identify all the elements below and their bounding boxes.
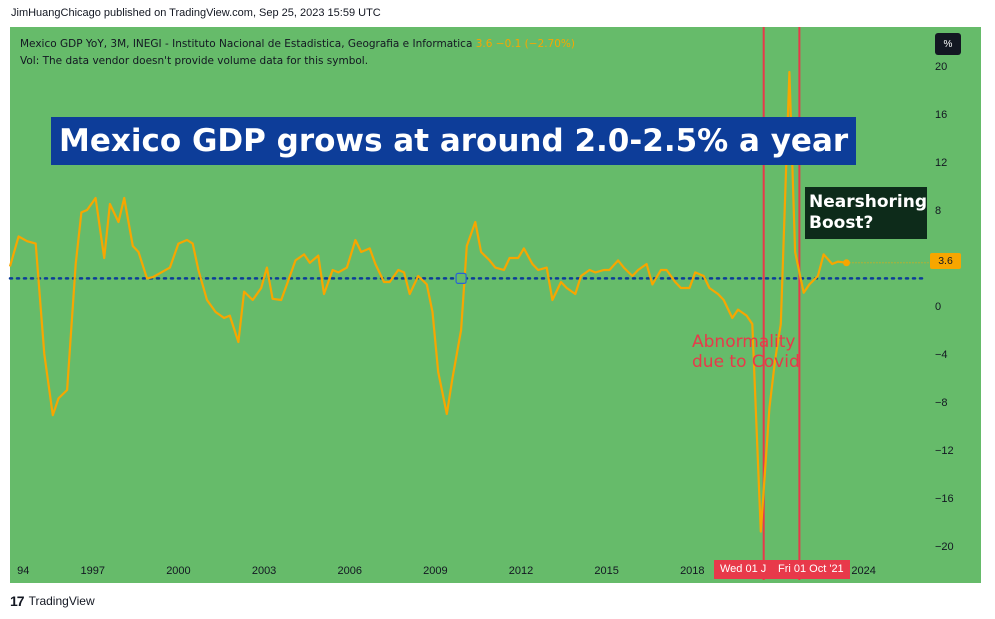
x-tick-label: 2015 [594, 565, 618, 577]
reference-handle [455, 272, 467, 284]
footer: 17 TradingView [10, 593, 95, 609]
x-tick-label: 94 [17, 565, 29, 577]
x-tick-label: 2006 [337, 565, 361, 577]
date-badge-left: Wed 01 J [714, 560, 773, 579]
percent-scale-button[interactable]: % [935, 33, 961, 55]
tradingview-logo-icon[interactable]: 17 [10, 593, 25, 609]
x-tick-label: 2018 [680, 565, 704, 577]
legend-volume-note: Vol: The data vendor doesn't provide vol… [20, 55, 369, 67]
publisher-line: JimHuangChicago published on TradingView… [11, 7, 381, 19]
y-tick-label: 0 [935, 301, 941, 313]
y-tick-label: 20 [935, 61, 947, 73]
series-line-0 [8, 70, 847, 533]
chart-legend: Mexico GDP YoY, 3M, INEGI - Instituto Na… [20, 36, 575, 70]
x-tick-label: 2012 [509, 565, 533, 577]
footer-brand[interactable]: TradingView [28, 594, 95, 608]
y-tick-label: 8 [935, 205, 941, 217]
nearshoring-line2: Boost? [809, 213, 874, 233]
covid-line2: due to Covid [692, 352, 800, 372]
x-tick-label: 2003 [252, 565, 276, 577]
y-tick-label: 12 [935, 157, 947, 169]
covid-annotation: Abnormality due to Covid [692, 332, 800, 372]
x-tick-label: 2000 [166, 565, 190, 577]
legend-symbol: Mexico GDP YoY, 3M, INEGI - Instituto Na… [20, 38, 473, 50]
x-tick-label: 2009 [423, 565, 447, 577]
headline-annotation: Mexico GDP grows at around 2.0-2.5% a ye… [51, 117, 857, 165]
y-tick-label: −4 [935, 349, 948, 361]
y-tick-label: −12 [935, 445, 954, 457]
y-tick-label: −8 [935, 397, 948, 409]
y-tick-label: 16 [935, 109, 947, 121]
nearshoring-callout: Nearshoring Boost? [805, 187, 927, 239]
nearshoring-line1: Nearshoring [809, 192, 927, 212]
legend-value: 3.6 −0.1 (−2.70%) [475, 38, 575, 50]
last-value-badge: 3.6 [930, 253, 961, 269]
x-tick-label: 1997 [81, 565, 105, 577]
covid-line1: Abnormality [692, 332, 796, 352]
date-badge-right: Fri 01 Oct '21 [772, 560, 850, 579]
y-tick-label: −16 [935, 493, 954, 505]
x-tick-label: 2024 [851, 565, 875, 577]
y-tick-label: −20 [935, 541, 954, 553]
